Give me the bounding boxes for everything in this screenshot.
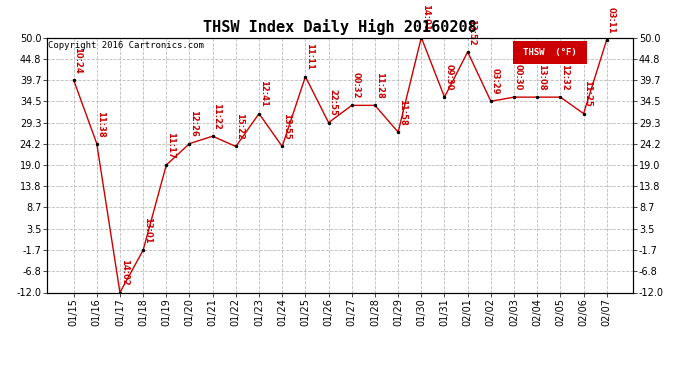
Text: 11:25: 11:25 (583, 80, 592, 107)
Text: 03:29: 03:29 (491, 68, 500, 95)
Text: 11:11: 11:11 (305, 44, 314, 70)
Text: 00:30: 00:30 (514, 64, 523, 91)
Text: Copyright 2016 Cartronics.com: Copyright 2016 Cartronics.com (48, 41, 204, 50)
Text: 22:55: 22:55 (328, 89, 337, 116)
Text: 11:22: 11:22 (213, 103, 221, 130)
Text: 10:24: 10:24 (73, 47, 82, 74)
Title: THSW Index Daily High 20160208: THSW Index Daily High 20160208 (204, 19, 477, 35)
Text: 11:28: 11:28 (375, 72, 384, 99)
Text: 15:22: 15:22 (235, 113, 244, 140)
Text: 03:11: 03:11 (607, 6, 615, 33)
Text: 09:30: 09:30 (444, 64, 453, 91)
Text: 12:32: 12:32 (560, 64, 569, 91)
Text: 00:32: 00:32 (351, 72, 360, 99)
Text: 12:41: 12:41 (259, 80, 268, 107)
Text: 13:08: 13:08 (537, 64, 546, 91)
Text: 11:17: 11:17 (166, 132, 175, 159)
Text: 13:55: 13:55 (282, 113, 291, 140)
Text: 13:52: 13:52 (467, 19, 476, 45)
Text: 12:26: 12:26 (189, 110, 198, 137)
Text: 14:01: 14:01 (421, 4, 430, 31)
Text: 13:01: 13:01 (143, 217, 152, 244)
Text: 11:58: 11:58 (398, 99, 407, 126)
Text: 11:38: 11:38 (97, 111, 106, 137)
Text: 14:02: 14:02 (119, 260, 128, 286)
